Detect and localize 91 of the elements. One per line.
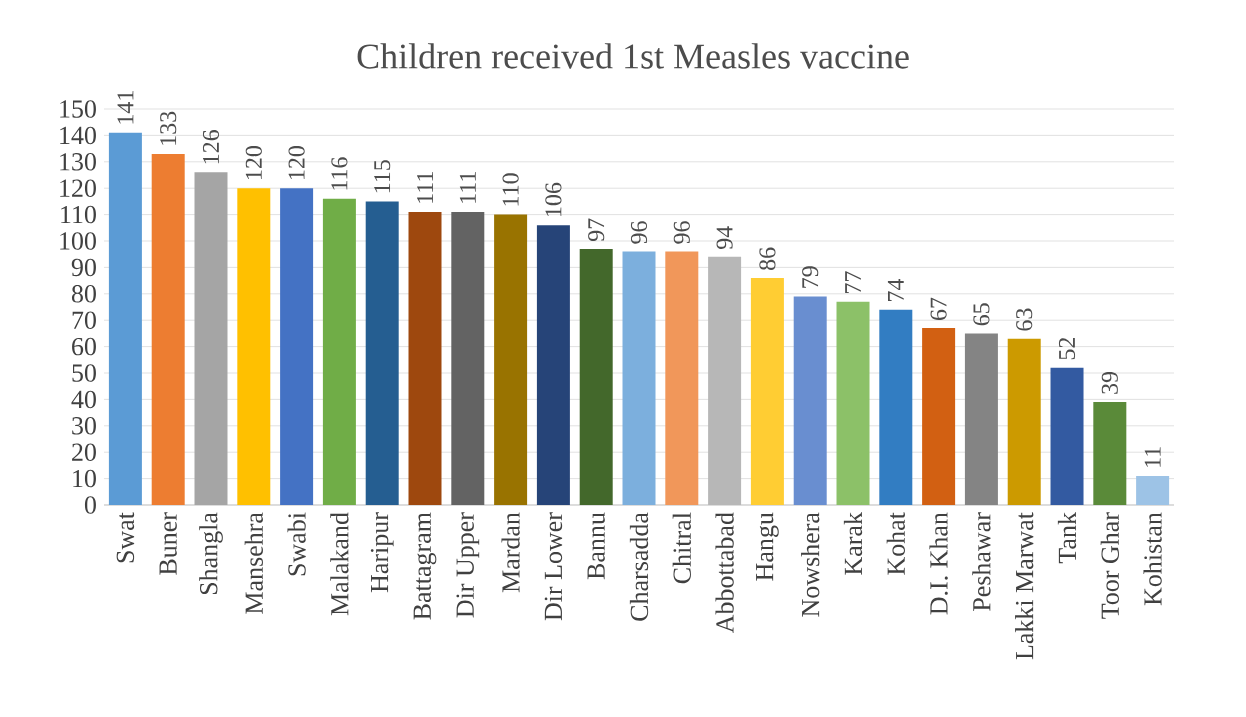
x-tick-label: Toor Ghar (1100, 512, 1119, 619)
x-tick-label: Abbottabad (715, 512, 734, 634)
bar (836, 301, 870, 505)
x-tick-label: D.I. Khan (929, 512, 948, 615)
y-tick-label: 80 (71, 285, 96, 303)
x-tick-label: Mansehra (244, 512, 263, 614)
bar (964, 333, 998, 505)
bar (237, 188, 271, 505)
chart-title: Children received 1st Measles vaccine (357, 43, 909, 69)
bar (922, 328, 956, 505)
x-tick-label: Kohat (886, 512, 905, 575)
x-tick-label: Peshawar (972, 512, 991, 611)
data-label: 133 (160, 111, 177, 145)
x-tick-label: Dir Upper (456, 512, 480, 618)
bar (322, 198, 356, 505)
bar (451, 211, 485, 505)
y-tick-label: 50 (72, 364, 96, 382)
bar (280, 188, 314, 505)
data-label: 77 (845, 271, 861, 294)
y-tick-label: 40 (71, 390, 96, 409)
data-label: 116 (331, 157, 348, 190)
bar (879, 309, 913, 505)
data-label: 111 (459, 172, 476, 203)
data-label: 120 (245, 146, 262, 180)
data-label: 74 (887, 278, 904, 301)
x-tick-label: Swat (116, 512, 135, 563)
data-label: 52 (1058, 337, 1076, 360)
bar (622, 251, 656, 505)
data-label: 63 (1016, 308, 1033, 331)
data-label: 39 (1101, 371, 1118, 394)
data-label: 97 (588, 218, 605, 242)
bar (108, 132, 142, 505)
y-tick-label: 120 (60, 179, 96, 197)
bar (793, 296, 827, 505)
data-label: 11 (1144, 447, 1161, 467)
data-label: 110 (502, 173, 519, 206)
bar (579, 248, 613, 505)
y-tick-label: 150 (60, 100, 96, 118)
x-tick-label: Tank (1057, 512, 1077, 564)
data-label: 120 (288, 146, 305, 180)
x-tick-label: Nowshera (801, 512, 820, 617)
bar (665, 251, 699, 505)
data-label: 106 (545, 182, 562, 216)
y-tick-label: 20 (72, 443, 96, 461)
data-label: 65 (973, 303, 990, 326)
y-tick-label: 90 (71, 258, 96, 277)
data-label: 115 (374, 160, 391, 193)
x-tick-label: Kohistan (1143, 512, 1162, 606)
x-tick-label: Battagram (413, 512, 437, 620)
y-tick-label: 130 (60, 153, 96, 171)
x-tick-label: Shangla (199, 512, 223, 595)
bar (1136, 475, 1170, 505)
data-label: 141 (117, 91, 134, 124)
y-tick-label: 110 (61, 205, 96, 224)
y-tick-label: 60 (72, 337, 96, 356)
bar (1007, 338, 1041, 505)
bar (750, 277, 784, 505)
x-tick-label: Buner (159, 512, 177, 575)
data-label: 96 (673, 221, 690, 244)
bar (1093, 402, 1127, 505)
x-tick-label: Karak (843, 512, 863, 575)
data-label: 126 (202, 130, 220, 164)
data-label: 111 (417, 172, 433, 203)
data-label: 79 (802, 266, 819, 288)
x-tick-label: Lakki Marwat (1015, 512, 1034, 660)
bar (365, 201, 399, 505)
x-tick-label: Hangu (756, 512, 779, 581)
bar (494, 214, 528, 505)
y-tick-label: 70 (72, 311, 96, 329)
x-tick-label: Chitral (672, 512, 691, 584)
x-tick-label: Bannu (587, 512, 605, 580)
x-tick-label: Haripur (370, 512, 394, 593)
x-tick-label: Dir Lower (544, 512, 563, 621)
data-label: 67 (930, 297, 947, 321)
data-label: 86 (759, 247, 776, 270)
data-label: 94 (716, 226, 733, 249)
bar (151, 153, 185, 505)
bar (536, 225, 570, 505)
x-tick-label: Swabi (287, 512, 306, 576)
y-tick-label: 30 (72, 417, 96, 435)
bar (194, 172, 228, 505)
y-tick-label: 0 (84, 496, 96, 514)
x-tick-label: Charsadda (629, 512, 649, 621)
y-tick-label: 140 (60, 126, 96, 145)
y-tick-label: 10 (73, 469, 96, 488)
y-tick-label: 100 (60, 232, 96, 250)
bar (408, 211, 442, 505)
data-label: 96 (630, 221, 648, 244)
x-tick-label: Mardan (501, 512, 520, 593)
bar (1050, 367, 1084, 505)
x-tick-label: Malakand (330, 512, 349, 616)
